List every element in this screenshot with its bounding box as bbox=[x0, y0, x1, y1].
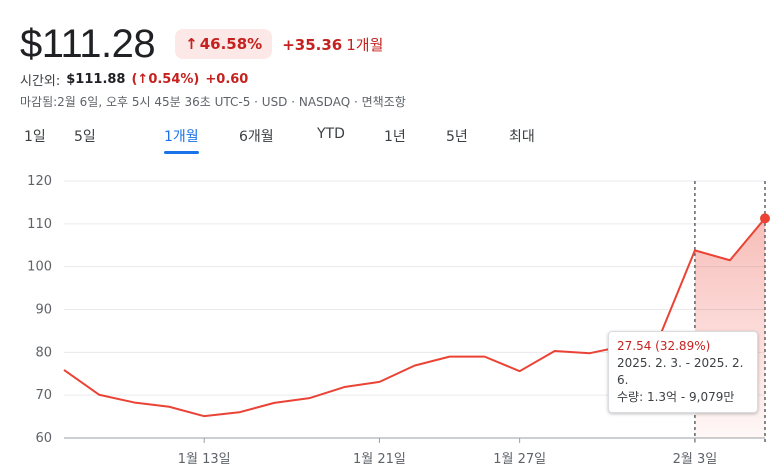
tab-3[interactable]: 6개월 bbox=[239, 129, 274, 145]
after-hours-pct: (↑0.54%) bbox=[131, 72, 200, 87]
y-tick-label: 80 bbox=[35, 345, 52, 360]
tab-0[interactable]: 1일 bbox=[24, 129, 46, 145]
absolute-change-value: +35.36 bbox=[282, 35, 343, 54]
chart-tooltip: 27.54 (32.89%) 2025. 2. 3. - 2025. 2. 6.… bbox=[608, 331, 758, 413]
tab-7[interactable]: 최대 bbox=[509, 129, 535, 145]
tab-6[interactable]: 5년 bbox=[446, 129, 468, 145]
tooltip-volume: 수량: 1.3억 - 9,079만 bbox=[617, 390, 735, 404]
y-tick-label: 110 bbox=[27, 217, 52, 232]
after-hours-price: $111.88 bbox=[66, 72, 126, 87]
x-tick-label: 1월 21일 bbox=[353, 452, 406, 467]
price-header: $111.28 ↑ 46.58% +35.36 1개월 bbox=[20, 20, 383, 68]
y-tick-label: 60 bbox=[35, 431, 52, 446]
latest-price-point bbox=[760, 213, 770, 224]
absolute-change: +35.36 1개월 bbox=[282, 34, 383, 55]
x-tick-label: 2월 3일 bbox=[673, 452, 718, 467]
tooltip-change: 27.54 (32.89%) bbox=[617, 339, 711, 353]
tab-1[interactable]: 5일 bbox=[74, 129, 96, 145]
percent-change-badge: ↑ 46.58% bbox=[175, 29, 273, 59]
tab-5[interactable]: 1년 bbox=[384, 129, 406, 145]
y-tick-label: 120 bbox=[27, 174, 52, 189]
y-tick-label: 90 bbox=[35, 303, 52, 318]
after-hours-label: 시간외: bbox=[20, 74, 61, 89]
after-hours-row: 시간외: $111.88 (↑0.54%) +0.60 bbox=[20, 70, 248, 89]
x-tick-label: 1월 27일 bbox=[493, 452, 546, 467]
tab-2[interactable]: 1개월 bbox=[164, 124, 199, 154]
change-period: 1개월 bbox=[346, 35, 384, 54]
x-tick-label: 1월 13일 bbox=[178, 452, 231, 467]
percent-change-value: 46.58% bbox=[199, 35, 263, 53]
arrow-up-icon: ↑ bbox=[185, 35, 198, 53]
y-tick-label: 100 bbox=[27, 260, 52, 275]
tab-4[interactable]: YTD bbox=[317, 126, 345, 142]
market-status-text: 마감됨:2월 6일, 오후 5시 45분 36초 UTC-5 · USD · N… bbox=[20, 95, 406, 109]
current-price: $111.28 bbox=[20, 21, 156, 66]
after-hours-change: +0.60 bbox=[205, 72, 249, 87]
tooltip-date-range: 2025. 2. 3. - 2025. 2. 6. bbox=[617, 356, 744, 387]
y-tick-label: 70 bbox=[35, 388, 52, 403]
